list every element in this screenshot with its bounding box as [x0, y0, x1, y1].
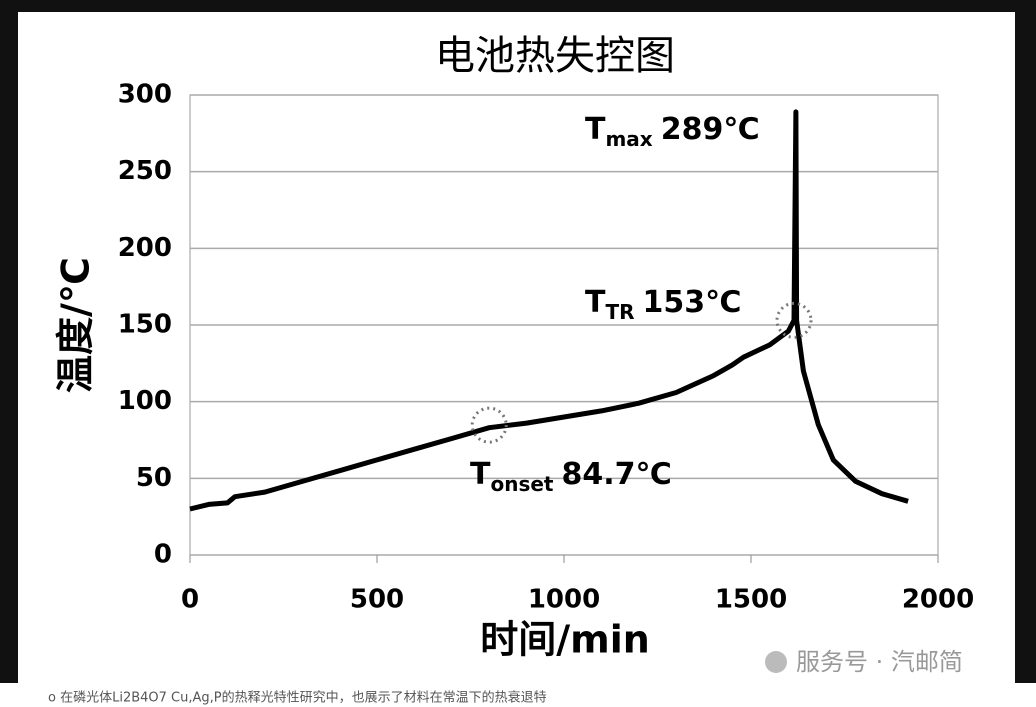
point-marker	[775, 301, 813, 339]
annotation-subscript: TR	[605, 300, 634, 324]
annotation-symbol: T	[585, 285, 606, 320]
annotation-subscript: max	[605, 127, 652, 151]
y-tick-label: 200	[118, 233, 172, 263]
y-tick-label: 50	[136, 463, 172, 493]
y-axis-label: 温度/℃	[54, 257, 98, 393]
annotation-value: 84.7℃	[561, 457, 671, 492]
annotation: Tmax 289℃	[585, 112, 760, 151]
x-tick-label: 500	[350, 585, 404, 615]
y-tick-label: 250	[118, 156, 172, 186]
x-tick-label: 2000	[902, 585, 974, 615]
watermark-icon	[765, 651, 787, 673]
annotation-subscript: onset	[490, 472, 553, 496]
x-tick-label: 1500	[715, 585, 787, 615]
y-tick-label: 0	[154, 540, 172, 570]
annotation: TTR 153℃	[585, 285, 741, 324]
y-tick-label: 100	[118, 386, 172, 416]
chart-panel	[18, 12, 1015, 683]
caption: o 在磷光体Li2B4O7 Cu,Ag,P的热释光特性研究中，也展示了材料在常温…	[48, 690, 547, 706]
annotation-value: 289℃	[661, 112, 760, 147]
data-line	[189, 109, 909, 512]
watermark: 服务号 · 汽邮简	[796, 648, 963, 676]
caption-strip	[0, 683, 1036, 707]
y-tick-label: 300	[118, 80, 172, 110]
annotation-value: 153℃	[643, 285, 742, 320]
x-tick-label: 0	[181, 585, 199, 615]
x-tick-label: 1000	[528, 585, 600, 615]
annotation: Tonset 84.7℃	[470, 457, 672, 496]
chart-title: 电池热失控图	[435, 33, 675, 79]
x-axis-label: 时间/min	[480, 618, 650, 662]
annotation-symbol: T	[470, 457, 491, 492]
point-marker	[470, 406, 508, 444]
y-tick-label: 150	[118, 310, 172, 340]
annotation-symbol: T	[585, 112, 606, 147]
